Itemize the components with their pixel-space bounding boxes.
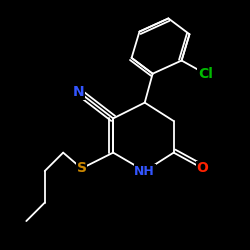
Text: N: N	[73, 85, 85, 99]
Text: O: O	[197, 162, 208, 175]
Text: Cl: Cl	[198, 67, 213, 81]
Text: S: S	[76, 162, 86, 175]
Text: O: O	[197, 162, 208, 175]
Text: NH: NH	[134, 164, 155, 177]
Text: Cl: Cl	[198, 67, 213, 81]
Text: NH: NH	[134, 164, 155, 177]
Text: S: S	[76, 162, 86, 175]
Text: N: N	[73, 85, 85, 99]
